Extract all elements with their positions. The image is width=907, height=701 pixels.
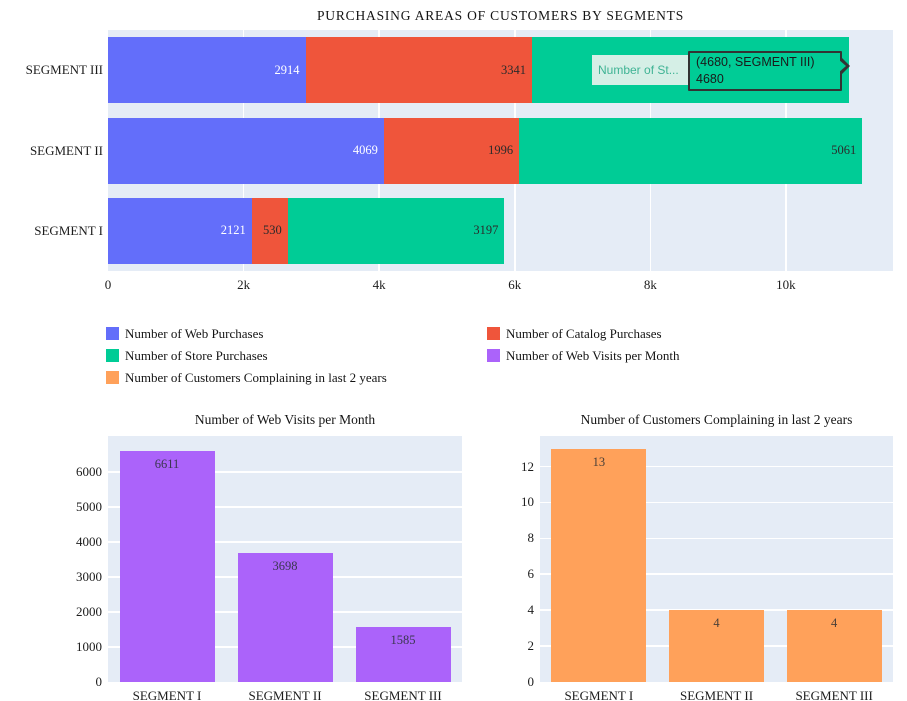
gridline [540,537,893,540]
bar-segment-number-of-web-purchases[interactable] [108,197,252,264]
bar-segment-iii[interactable] [786,610,882,682]
gridline [108,506,462,508]
x-tick-label: 10k [776,277,796,292]
gridline [108,541,462,543]
tooltip-line2: 4680 [696,72,724,86]
y-tick-label: 4 [527,602,535,618]
gridline [108,471,462,473]
x-tick-label: 4k [372,277,386,292]
bar-segment-ii[interactable] [237,552,333,682]
bar-segment-number-of-catalog-purchases[interactable] [383,117,520,184]
bar-value-label: 3341 [501,62,526,77]
x-tick-label: 6k [508,277,522,292]
x-tick-label: 8k [643,277,657,292]
y-tick-label: 6 [527,566,535,582]
y-tick-label: 0 [527,674,535,689]
complaints-plot-area [540,436,893,682]
y-tick-label: 10 [521,494,534,510]
y-tick-label: 5000 [76,499,102,515]
bar-segment-iii[interactable] [355,626,451,682]
bar-value-label: 2121 [220,223,246,238]
x-category-label: SEGMENT II [679,688,754,701]
legend-item-2[interactable]: Number of Catalog Purchases [487,326,867,342]
y-tick-label: 2000 [76,604,102,619]
bar-value-label: 13 [592,454,606,469]
complaints-chart-title: Number of Customers Complaining in last … [580,412,853,427]
tooltip-arrow-fill [838,59,846,73]
y-category-label: SEGMENT II [29,142,103,158]
legend-item-1[interactable]: Number of Web Purchases [106,326,486,342]
x-category-label: SEGMENT I [564,688,634,701]
gridline [540,501,893,504]
bar-value-label: 4069 [352,143,378,157]
y-tick-label: 0 [95,674,103,689]
legend-item-4[interactable]: Number of Web Visits per Month [487,348,867,364]
x-tick-label: 0 [104,277,112,292]
legend-item-label: Number of Store Purchases [125,348,268,363]
bar-segment-i[interactable] [119,450,215,682]
legend-swatch-icon [106,371,119,384]
bar-segment-number-of-catalog-purchases[interactable] [305,37,532,104]
y-tick-label: 6000 [76,464,102,480]
tooltip-trace-label: Number of St... [592,55,688,85]
x-category-label: SEGMENT I [132,688,202,701]
legend-item-label: Number of Web Purchases [125,326,264,341]
bar-value-label: 6611 [154,456,180,471]
web-visits-plot-area [108,436,462,682]
web-visits-chart-title: Number of Web Visits per Month [194,412,376,427]
bar-value-label: 3698 [272,558,298,573]
bar-value-label: 5061 [831,143,857,157]
bar-value-label: 4 [831,616,838,631]
x-category-label: SEGMENT II [248,688,322,701]
y-tick-label: 3000 [76,569,102,585]
y-tick-label: 2 [527,638,535,654]
bar-value-label: 3197 [473,223,499,238]
bar-segment-i[interactable] [551,448,647,682]
y-tick-label: 8 [527,530,535,546]
gridline [540,573,893,576]
y-tick-label: 4000 [76,534,102,550]
legend-item-5[interactable]: Number of Customers Complaining in last … [106,370,486,386]
legend-item-label: Number of Web Visits per Month [506,348,680,363]
legend-swatch-icon [106,327,119,340]
bar-segment-number-of-web-purchases[interactable] [108,117,384,184]
legend-item-label: Number of Customers Complaining in last … [125,370,387,385]
bar-value-label: 530 [262,223,282,238]
legend-swatch-icon [487,327,500,340]
tooltip-line1: (4680, SEGMENT III) [696,55,815,69]
bar-segment-number-of-web-purchases[interactable] [108,37,306,104]
x-category-label: SEGMENT III [795,688,873,701]
legend-item-label: Number of Catalog Purchases [506,326,662,341]
y-tick-label: 1000 [76,639,102,654]
bar-value-label: 2914 [274,62,300,77]
bar-value-label: 1585 [390,632,416,647]
bar-value-label: 4 [713,616,720,631]
gridline [540,465,893,468]
bar-segment-number-of-catalog-purchases[interactable] [251,197,288,264]
y-category-label: SEGMENT III [25,62,103,78]
tooltip-box: (4680, SEGMENT III) 4680 [688,51,842,91]
legend-item-3[interactable]: Number of Store Purchases [106,348,486,364]
bar-segment-number-of-store-purchases[interactable] [519,117,863,184]
top-chart-title: PURCHASING AREAS OF CUSTOMERS BY SEGMENT… [317,8,684,23]
x-category-label: SEGMENT III [364,688,442,701]
x-tick-label: 2k [237,277,251,292]
y-tick-label: 12 [521,458,534,474]
y-category-label: SEGMENT I [34,222,103,238]
legend-swatch-icon [487,349,500,362]
bar-value-label: 1996 [488,143,514,157]
bar-segment-ii[interactable] [669,610,764,682]
legend-swatch-icon [106,349,119,362]
bar-segment-number-of-store-purchases[interactable] [287,197,505,264]
